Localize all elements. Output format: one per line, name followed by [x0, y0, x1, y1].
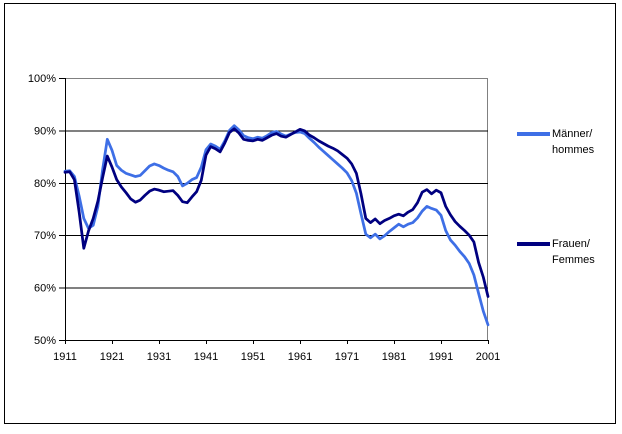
x-axis-label: 1991: [429, 351, 453, 363]
x-axis-label: 2001: [476, 351, 500, 363]
y-axis-label: 60%: [34, 283, 56, 295]
series-line-maenner-hommes: [63, 124, 490, 327]
x-axis-label: 1961: [288, 351, 312, 363]
x-axis-label: 1931: [147, 351, 171, 363]
y-axis-label: 100%: [28, 73, 56, 85]
y-axis-label: 50%: [34, 335, 56, 347]
x-axis-label: 1921: [100, 351, 124, 363]
y-axis-label: 70%: [34, 230, 56, 242]
x-axis-label: 1971: [335, 351, 359, 363]
x-axis-label: 1951: [241, 351, 265, 363]
y-axis-label: 80%: [34, 178, 56, 190]
x-axis-label: 1911: [53, 351, 77, 363]
y-axis-label: 90%: [34, 125, 56, 137]
plot-area-border: [65, 78, 488, 340]
x-axis-label: 1941: [194, 351, 218, 363]
x-axis-label: 1981: [382, 351, 406, 363]
series-line-frauen-femmes: [63, 127, 490, 298]
